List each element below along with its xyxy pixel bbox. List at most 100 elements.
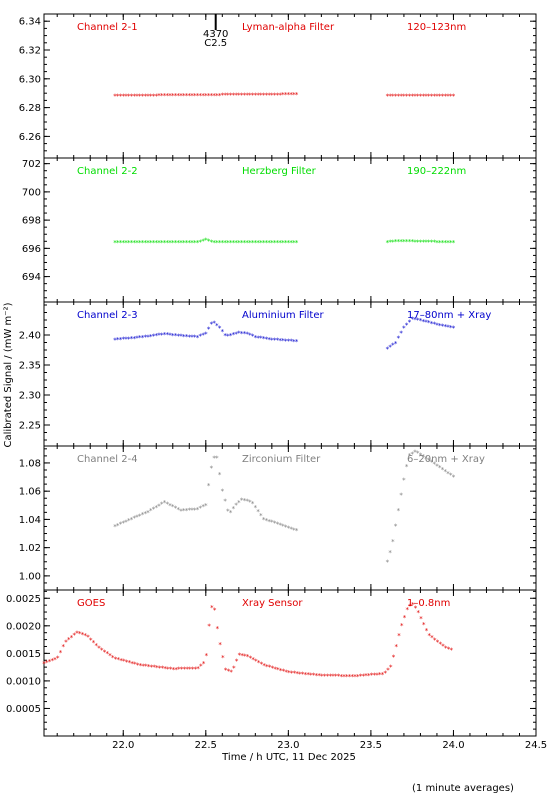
data-point: * <box>275 521 279 529</box>
data-point: * <box>50 657 54 665</box>
data-point: * <box>190 665 194 673</box>
data-point: * <box>281 239 285 247</box>
data-point: * <box>146 92 150 100</box>
data-point: * <box>253 504 257 512</box>
y-tick-label: 700 <box>22 187 41 198</box>
data-point: * <box>184 92 188 100</box>
data-point: * <box>421 318 425 326</box>
data-point: * <box>272 91 276 99</box>
x-tick-label: 24.0 <box>442 740 464 751</box>
data-point: * <box>386 667 390 675</box>
data-point: * <box>256 508 260 516</box>
data-point: * <box>122 658 126 666</box>
data-point: * <box>124 92 128 100</box>
data-point: * <box>116 239 120 247</box>
data-point: * <box>234 501 238 509</box>
data-point: * <box>264 517 268 525</box>
data-point: * <box>160 92 164 100</box>
data-point: * <box>80 631 84 639</box>
data-point: * <box>405 606 409 614</box>
data-point: * <box>416 317 420 325</box>
data-point: * <box>215 455 219 463</box>
data-point: * <box>228 239 232 247</box>
data-point: * <box>193 239 197 247</box>
data-point: * <box>446 323 450 331</box>
series-1: ****************************************… <box>113 454 299 535</box>
data-point: * <box>165 92 169 100</box>
data-point: * <box>78 630 82 638</box>
data-point: * <box>135 514 139 522</box>
data-point: * <box>143 510 147 518</box>
data-point: * <box>187 92 191 100</box>
data-point: * <box>121 93 125 101</box>
data-point: * <box>407 93 411 101</box>
panel-4: 1.08 1.06 1.04 1.02 1.00 Channel 2-4 Zirconium… <box>19 445 537 591</box>
data-point: * <box>138 334 142 342</box>
data-point: * <box>320 672 324 680</box>
data-point: * <box>292 526 296 534</box>
data-point: * <box>268 664 272 672</box>
data-point: * <box>215 625 219 633</box>
data-point: * <box>391 93 395 101</box>
data-point: * <box>127 92 131 100</box>
data-point: * <box>413 605 417 613</box>
data-point: * <box>446 470 450 478</box>
data-point: * <box>240 652 244 660</box>
data-point: * <box>162 92 166 100</box>
data-point: * <box>207 622 211 630</box>
data-point: * <box>198 333 202 341</box>
data-point: * <box>237 239 241 247</box>
data-point: * <box>190 92 194 100</box>
data-point: * <box>449 472 453 480</box>
event-marker: 4370 C2.5 <box>203 14 228 49</box>
data-point: * <box>385 239 389 247</box>
panel-5: 22.0 22.5 23.0 23.5 24.0 24.5 0.0025 0.0020 0.00… <box>6 589 547 751</box>
data-point: * <box>289 239 293 247</box>
data-point: * <box>204 502 208 510</box>
data-point: * <box>410 315 414 323</box>
data-point: * <box>226 239 230 247</box>
data-point: * <box>367 672 371 680</box>
data-point: * <box>253 91 257 99</box>
data-point: * <box>298 670 302 678</box>
data-point: * <box>113 656 117 664</box>
data-point: * <box>267 336 271 344</box>
data-point: * <box>286 524 290 532</box>
data-point: * <box>176 332 180 340</box>
data-point: * <box>402 324 406 332</box>
data-point: * <box>239 239 243 247</box>
data-point: * <box>160 331 164 339</box>
data-point: * <box>226 332 230 340</box>
data-point: * <box>402 238 406 246</box>
data-point: * <box>140 239 144 247</box>
data-point: * <box>418 238 422 246</box>
data-point: * <box>380 671 384 679</box>
data-point: * <box>151 239 155 247</box>
data-point: * <box>265 663 269 671</box>
data-point: * <box>429 239 433 247</box>
data-point: * <box>250 333 254 341</box>
data-point: * <box>336 673 340 681</box>
data-point: * <box>190 334 194 342</box>
series-1: ****************************************… <box>113 91 299 100</box>
data-point: * <box>171 239 175 247</box>
data-point: * <box>165 331 169 339</box>
data-point: * <box>224 666 228 674</box>
y-tick-label: 6.34 <box>19 17 41 28</box>
data-point: * <box>121 519 125 527</box>
data-point: * <box>118 239 122 247</box>
footnote: (1 minute averages) <box>412 783 514 794</box>
data-point: * <box>119 657 123 665</box>
data-point: * <box>157 239 161 247</box>
data-point: * <box>272 239 276 247</box>
data-point: * <box>275 239 279 247</box>
data-point: * <box>400 622 404 630</box>
data-point: * <box>256 239 260 247</box>
data-point: * <box>433 636 437 644</box>
data-point: * <box>215 92 219 100</box>
data-point: * <box>146 509 150 517</box>
data-point: * <box>235 657 239 665</box>
data-point: * <box>427 457 431 465</box>
data-point: * <box>195 92 199 100</box>
data-point: * <box>259 335 263 343</box>
